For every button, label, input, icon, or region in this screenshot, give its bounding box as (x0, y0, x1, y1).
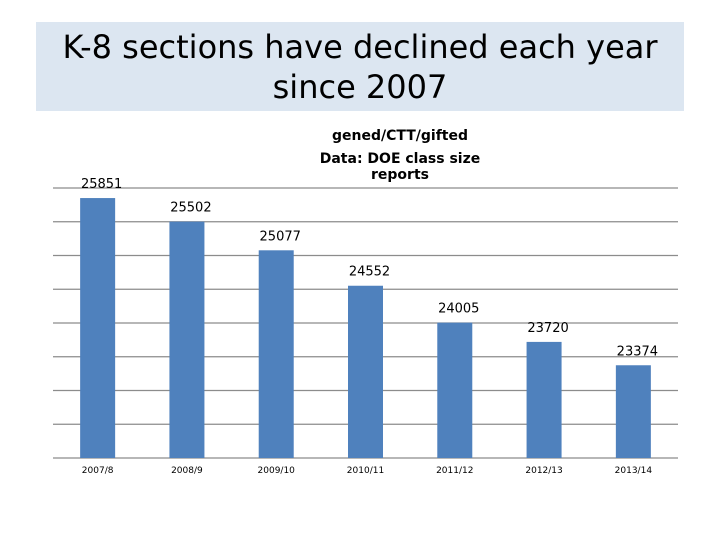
slide-title-box: K-8 sections have declined each year sin… (36, 22, 684, 111)
x-tick-label: 2009/10 (258, 466, 296, 476)
data-label: 25851 (81, 177, 122, 192)
x-tick-label: 2010/11 (347, 466, 384, 476)
data-label: 23374 (617, 344, 658, 359)
bar (526, 341, 562, 458)
data-label: 24552 (349, 265, 390, 280)
x-tick-label: 2007/8 (82, 466, 114, 476)
bar (258, 250, 294, 458)
bar (169, 221, 205, 458)
bar (437, 322, 473, 458)
bar (80, 198, 116, 458)
bar (615, 365, 651, 458)
x-tick-label: 2011/12 (436, 466, 473, 476)
data-label: 25077 (260, 229, 301, 244)
slide-title: K-8 sections have declined each year sin… (62, 27, 658, 106)
chart-title: gened/CTT/gifted (331, 128, 469, 144)
x-tick-label: 2013/14 (615, 466, 653, 476)
x-tick-label: 2012/13 (525, 466, 562, 476)
chart-subtitle: Data: DOE class size reports (319, 151, 481, 183)
bar (348, 285, 383, 458)
x-tick-label: 2008/9 (171, 466, 203, 476)
data-label: 25502 (170, 201, 211, 216)
data-label: 24005 (438, 302, 479, 317)
data-label: 23720 (527, 321, 568, 336)
